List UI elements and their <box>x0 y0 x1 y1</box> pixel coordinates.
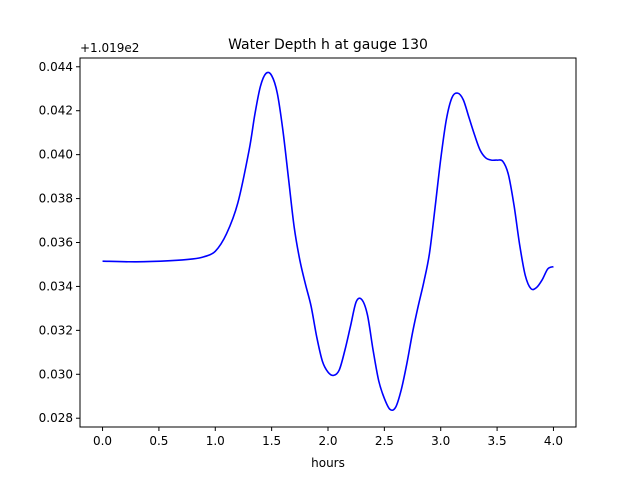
x-tick-label: 1.0 <box>206 434 225 448</box>
y-tick-label: 0.040 <box>39 148 73 162</box>
x-tick-label: 0.5 <box>149 434 168 448</box>
plot-area <box>102 71 554 412</box>
x-axis-ticks: 0.0 0.5 1.0 1.5 2.0 2.5 3.0 3.5 4.0 <box>93 427 563 448</box>
y-tick-label: 0.028 <box>39 411 73 425</box>
x-tick-label: 4.0 <box>544 434 563 448</box>
chart-title: Water Depth h at gauge 130 <box>228 37 428 53</box>
x-tick-label: 2.5 <box>375 434 394 448</box>
y-axis-offset-text: +1.019e2 <box>80 41 139 55</box>
x-axis-label: hours <box>311 456 345 470</box>
y-tick-label: 0.034 <box>39 279 73 293</box>
y-tick-label: 0.044 <box>39 60 73 74</box>
x-tick-label: 0.0 <box>93 434 112 448</box>
y-tick-label: 0.030 <box>39 367 73 381</box>
y-tick-label: 0.042 <box>39 104 73 118</box>
y-tick-label: 0.036 <box>39 236 73 250</box>
y-tick-label: 0.038 <box>39 192 73 206</box>
y-tick-label: 0.032 <box>39 323 73 337</box>
x-tick-label: 3.5 <box>488 434 507 448</box>
x-tick-label: 3.0 <box>431 434 450 448</box>
series-line-0 <box>102 71 554 412</box>
x-tick-label: 2.0 <box>318 434 337 448</box>
x-tick-label: 1.5 <box>262 434 281 448</box>
y-axis-ticks: 0.028 0.030 0.032 0.034 0.036 0.038 0.040 0.042… <box>39 60 80 425</box>
